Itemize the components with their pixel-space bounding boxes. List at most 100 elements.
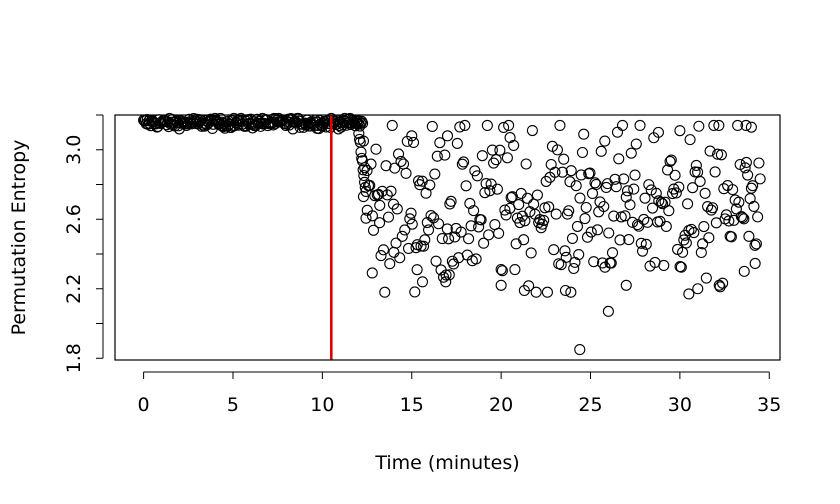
data-point (585, 226, 597, 238)
data-point (375, 250, 387, 262)
data-point (458, 156, 470, 168)
data-point (549, 166, 561, 178)
data-point (707, 202, 719, 214)
data-point (399, 224, 411, 236)
data-point (636, 245, 649, 257)
data-point (287, 123, 299, 135)
data-point (695, 246, 707, 259)
data-point (573, 249, 585, 261)
x-tick-label: 25 (578, 394, 602, 416)
data-point (426, 120, 438, 132)
data-point (439, 149, 451, 161)
data-point (589, 177, 601, 189)
data-point (434, 137, 446, 149)
data-point (468, 205, 480, 217)
data-point (361, 165, 373, 177)
data-point (749, 239, 761, 251)
data-point (638, 213, 650, 225)
data-point (360, 212, 372, 224)
data-point (367, 224, 380, 236)
data-point (396, 230, 408, 242)
data-point (599, 135, 611, 147)
data-point (550, 208, 562, 220)
data-point (608, 210, 620, 222)
data-point (580, 201, 592, 214)
data-point (591, 224, 604, 236)
data-point (381, 189, 393, 201)
data-point (510, 238, 522, 250)
data-point (576, 146, 589, 159)
data-point (735, 210, 747, 223)
data-point (729, 194, 741, 206)
data-points (138, 112, 766, 356)
data-point (388, 246, 400, 258)
x-tick-label: 5 (227, 394, 239, 416)
data-point (669, 169, 681, 181)
data-point (584, 167, 596, 179)
data-point (708, 119, 720, 131)
data-point (753, 157, 765, 169)
data-point (406, 130, 418, 142)
data-point (407, 136, 420, 149)
data-point (565, 286, 577, 298)
data-point (693, 120, 705, 132)
data-point (611, 126, 624, 138)
data-point (391, 203, 403, 215)
data-point (646, 202, 659, 214)
data-point (723, 215, 735, 227)
data-point (416, 276, 429, 288)
data-point (554, 119, 566, 131)
data-point (698, 220, 710, 233)
data-point (598, 200, 610, 213)
data-point (515, 187, 527, 199)
data-point (624, 199, 636, 211)
data-point (590, 178, 602, 190)
data-point (560, 251, 572, 263)
data-point (480, 178, 492, 190)
data-point (495, 263, 507, 276)
data-point (469, 165, 481, 177)
data-point (697, 238, 709, 250)
data-point (386, 119, 398, 131)
data-point (559, 245, 571, 257)
data-point (382, 211, 395, 223)
data-point (732, 119, 744, 131)
data-point (356, 155, 368, 167)
data-point (733, 196, 745, 208)
data-point (440, 276, 452, 288)
data-point (538, 214, 550, 226)
data-point (504, 132, 516, 144)
data-point (595, 145, 607, 157)
data-point (749, 257, 761, 269)
data-point (405, 207, 417, 219)
data-point (635, 237, 647, 249)
data-point (588, 256, 600, 268)
data-point (740, 119, 752, 131)
data-point (720, 209, 732, 221)
data-point (702, 200, 714, 213)
data-point (499, 204, 511, 216)
data-point (503, 119, 515, 131)
data-point (674, 125, 686, 137)
data-point (650, 187, 662, 199)
data-point (619, 210, 631, 222)
data-point (565, 165, 577, 177)
data-point (623, 234, 635, 246)
data-point (374, 199, 386, 211)
data-point (409, 286, 421, 298)
data-point (454, 121, 466, 133)
data-point (451, 137, 463, 149)
data-point (501, 152, 513, 164)
data-point (431, 150, 443, 162)
data-point (548, 244, 560, 256)
data-point (579, 213, 591, 225)
data-point (455, 226, 467, 238)
data-point (677, 246, 689, 258)
data-point (436, 233, 448, 245)
data-point (694, 175, 706, 188)
data-point (425, 210, 437, 222)
data-point (740, 156, 752, 169)
data-point (656, 198, 669, 210)
data-point (384, 258, 396, 270)
data-point (727, 184, 739, 196)
